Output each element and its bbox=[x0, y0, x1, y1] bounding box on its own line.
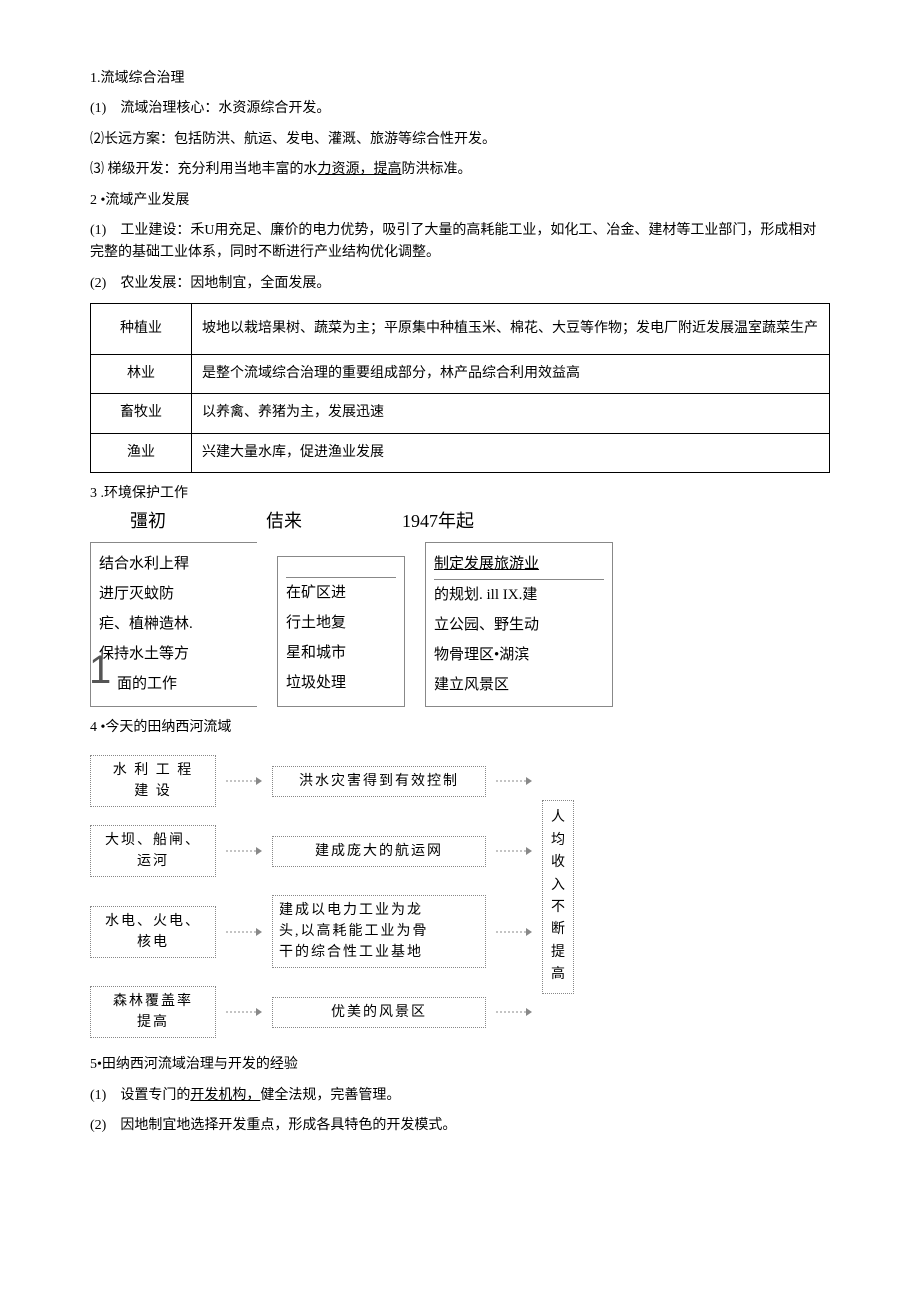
text-line: 面的工作 bbox=[99, 669, 249, 699]
d4-right-vertical: 人均收入不断提高 bbox=[542, 800, 574, 993]
sec1-item3: ⑶ 梯级开发：充分利用当地丰富的水力资源，提高防洪标准。 bbox=[90, 159, 830, 181]
sec4-title: 4 •今天的田纳西河流域 bbox=[90, 717, 830, 739]
diagram-row: 大坝、船闸、运河 建成庞大的航运网 bbox=[90, 825, 532, 877]
sec3-h1: 彊初 bbox=[130, 507, 166, 536]
text-line: 星和城市 bbox=[286, 638, 396, 668]
sec1-i3u: 力资源，提高 bbox=[318, 162, 402, 177]
sec2-item1: (1) 工业建设：禾U用充足、廉价的电力优势，吸引了大量的高耗能工业，如化工、冶… bbox=[90, 220, 830, 265]
sec1-title: 1.流域综合治理 bbox=[90, 68, 830, 90]
d4-left-box: 大坝、船闸、运河 bbox=[90, 825, 216, 877]
text-line: 疟、植榊造林. bbox=[99, 609, 249, 639]
d4-mid-box: 建成以电力工业为龙头,以高耗能工业为骨干的综合性工业基地 bbox=[272, 895, 486, 968]
arrow-right-icon bbox=[496, 926, 532, 938]
sec2-title: 2 •流域产业发展 bbox=[90, 190, 830, 212]
text-line: 的规划. ill IX.建 bbox=[434, 580, 604, 610]
table-row: 林业 是整个流域综合治理的重要组成部分，林产品综合利用效益高 bbox=[91, 354, 830, 393]
text-line: 在矿区进 bbox=[286, 578, 396, 608]
arrow-right-icon bbox=[226, 845, 262, 857]
sec5-i1u: 开发机构， bbox=[190, 1088, 260, 1103]
sec5-i1b: 健全法规，完善管理。 bbox=[260, 1088, 400, 1103]
sec5-item1: (1) 设置专门的开发机构，健全法规，完善管理。 bbox=[90, 1085, 830, 1107]
d4-left-box: 水电、火电、核电 bbox=[90, 906, 216, 958]
sec1-i3a: ⑶ 梯级开发：充分利用当地丰富的水 bbox=[90, 162, 318, 177]
arrow-right-icon bbox=[226, 926, 262, 938]
text-line: 立公园、野生动 bbox=[434, 610, 604, 640]
arrow-right-icon bbox=[226, 1006, 262, 1018]
text-line bbox=[286, 571, 396, 578]
text-line: 行土地复 bbox=[286, 608, 396, 638]
d4-mid-box: 洪水灾害得到有效控制 bbox=[272, 766, 486, 797]
digit-one-icon: 1 bbox=[89, 630, 111, 710]
table-cell: 林业 bbox=[91, 354, 192, 393]
sec3-box1: 结合水利上稈 进厅灭蚊防 疟、植榊造林. 保持水土等方 面的工作 1 bbox=[90, 542, 257, 707]
sec3-box3: 制定发展旅游业 的规划. ill IX.建 立公园、野生动 物骨理区•湖滨 建立… bbox=[425, 542, 613, 707]
agriculture-table: 种植业 坡地以栽培果树、蔬菜为主；平原集中种植玉米、棉花、大豆等作物；发电厂附近… bbox=[90, 303, 830, 473]
sec3-columns: 结合水利上稈 进厅灭蚊防 疟、植榊造林. 保持水土等方 面的工作 1 在矿区进 … bbox=[90, 542, 830, 707]
table-cell: 渔业 bbox=[91, 433, 192, 472]
table-row: 畜牧业 以养禽、养猪为主，发展迅速 bbox=[91, 394, 830, 433]
table-cell: 是整个流域综合治理的重要组成部分，林产品综合利用效益高 bbox=[192, 354, 830, 393]
text-line: 建立风景区 bbox=[434, 670, 604, 700]
table-cell: 兴建大量水库，促进渔业发展 bbox=[192, 433, 830, 472]
table-cell: 以养禽、养猪为主，发展迅速 bbox=[192, 394, 830, 433]
text-line: 进厅灭蚊防 bbox=[99, 579, 249, 609]
table-cell: 坡地以栽培果树、蔬菜为主；平原集中种植玉米、棉花、大豆等作物；发电厂附近发展温室… bbox=[192, 304, 830, 355]
text-line: 制定发展旅游业 bbox=[434, 549, 604, 580]
d4-left-box: 森林覆盖率提高 bbox=[90, 986, 216, 1038]
sec3-box2: 在矿区进 行土地复 星和城市 垃圾处理 bbox=[277, 556, 405, 707]
text-line: 结合水利上稈 bbox=[99, 549, 249, 579]
table-row: 渔业 兴建大量水库，促进渔业发展 bbox=[91, 433, 830, 472]
sec5-item2: (2) 因地制宜地选择开发重点，形成各具特色的开发模式。 bbox=[90, 1115, 830, 1137]
sec1-i3b: 防洪标准。 bbox=[402, 162, 472, 177]
text-line: 物骨理区•湖滨 bbox=[434, 640, 604, 670]
sec3-h3: 1947年起 bbox=[402, 507, 474, 536]
arrow-right-icon bbox=[496, 1006, 532, 1018]
diagram-row: 森林覆盖率提高 优美的风景区 bbox=[90, 986, 532, 1038]
d4-left-box: 水 利 工 程建 设 bbox=[90, 755, 216, 807]
sec3-title: 3 .环境保护工作 bbox=[90, 483, 830, 505]
sec3-h2: 佶来 bbox=[266, 507, 302, 536]
arrow-right-icon bbox=[496, 845, 532, 857]
sec2-item2: (2) 农业发展：因地制宜，全面发展。 bbox=[90, 273, 830, 295]
d4-mid-box: 优美的风景区 bbox=[272, 997, 486, 1028]
diagram-row: 水 利 工 程建 设 洪水灾害得到有效控制 bbox=[90, 755, 532, 807]
sec5-i1a: (1) 设置专门的 bbox=[90, 1088, 190, 1103]
sec1-item2: ⑵长远方案：包括防洪、航运、发电、灌溉、旅游等综合性开发。 bbox=[90, 129, 830, 151]
diagram4: 水 利 工 程建 设 洪水灾害得到有效控制 大坝、船闸、运河 建成庞大的航运网 … bbox=[90, 749, 830, 1044]
text-line: 保持水土等方 bbox=[99, 639, 249, 669]
sec1-item1: (1) 流域治理核心：水资源综合开发。 bbox=[90, 98, 830, 120]
d4-mid-box: 建成庞大的航运网 bbox=[272, 836, 486, 867]
diagram4-leftcol: 水 利 工 程建 设 洪水灾害得到有效控制 大坝、船闸、运河 建成庞大的航运网 … bbox=[90, 749, 532, 1044]
sec3-col3-u: 制定发展旅游业 bbox=[434, 556, 539, 572]
diagram-row: 水电、火电、核电 建成以电力工业为龙头,以高耗能工业为骨干的综合性工业基地 bbox=[90, 895, 532, 968]
table-cell: 畜牧业 bbox=[91, 394, 192, 433]
table-row: 种植业 坡地以栽培果树、蔬菜为主；平原集中种植玉米、棉花、大豆等作物；发电厂附近… bbox=[91, 304, 830, 355]
sec5-title: 5•田纳西河流域治理与开发的经验 bbox=[90, 1054, 830, 1076]
section3: 3 .环境保护工作 彊初 佶来 1947年起 结合水利上稈 进厅灭蚊防 疟、植榊… bbox=[90, 483, 830, 707]
arrow-right-icon bbox=[496, 775, 532, 787]
sec3-headers: 彊初 佶来 1947年起 bbox=[130, 507, 830, 536]
arrow-right-icon bbox=[226, 775, 262, 787]
text-line: 垃圾处理 bbox=[286, 668, 396, 698]
table-cell: 种植业 bbox=[91, 304, 192, 355]
